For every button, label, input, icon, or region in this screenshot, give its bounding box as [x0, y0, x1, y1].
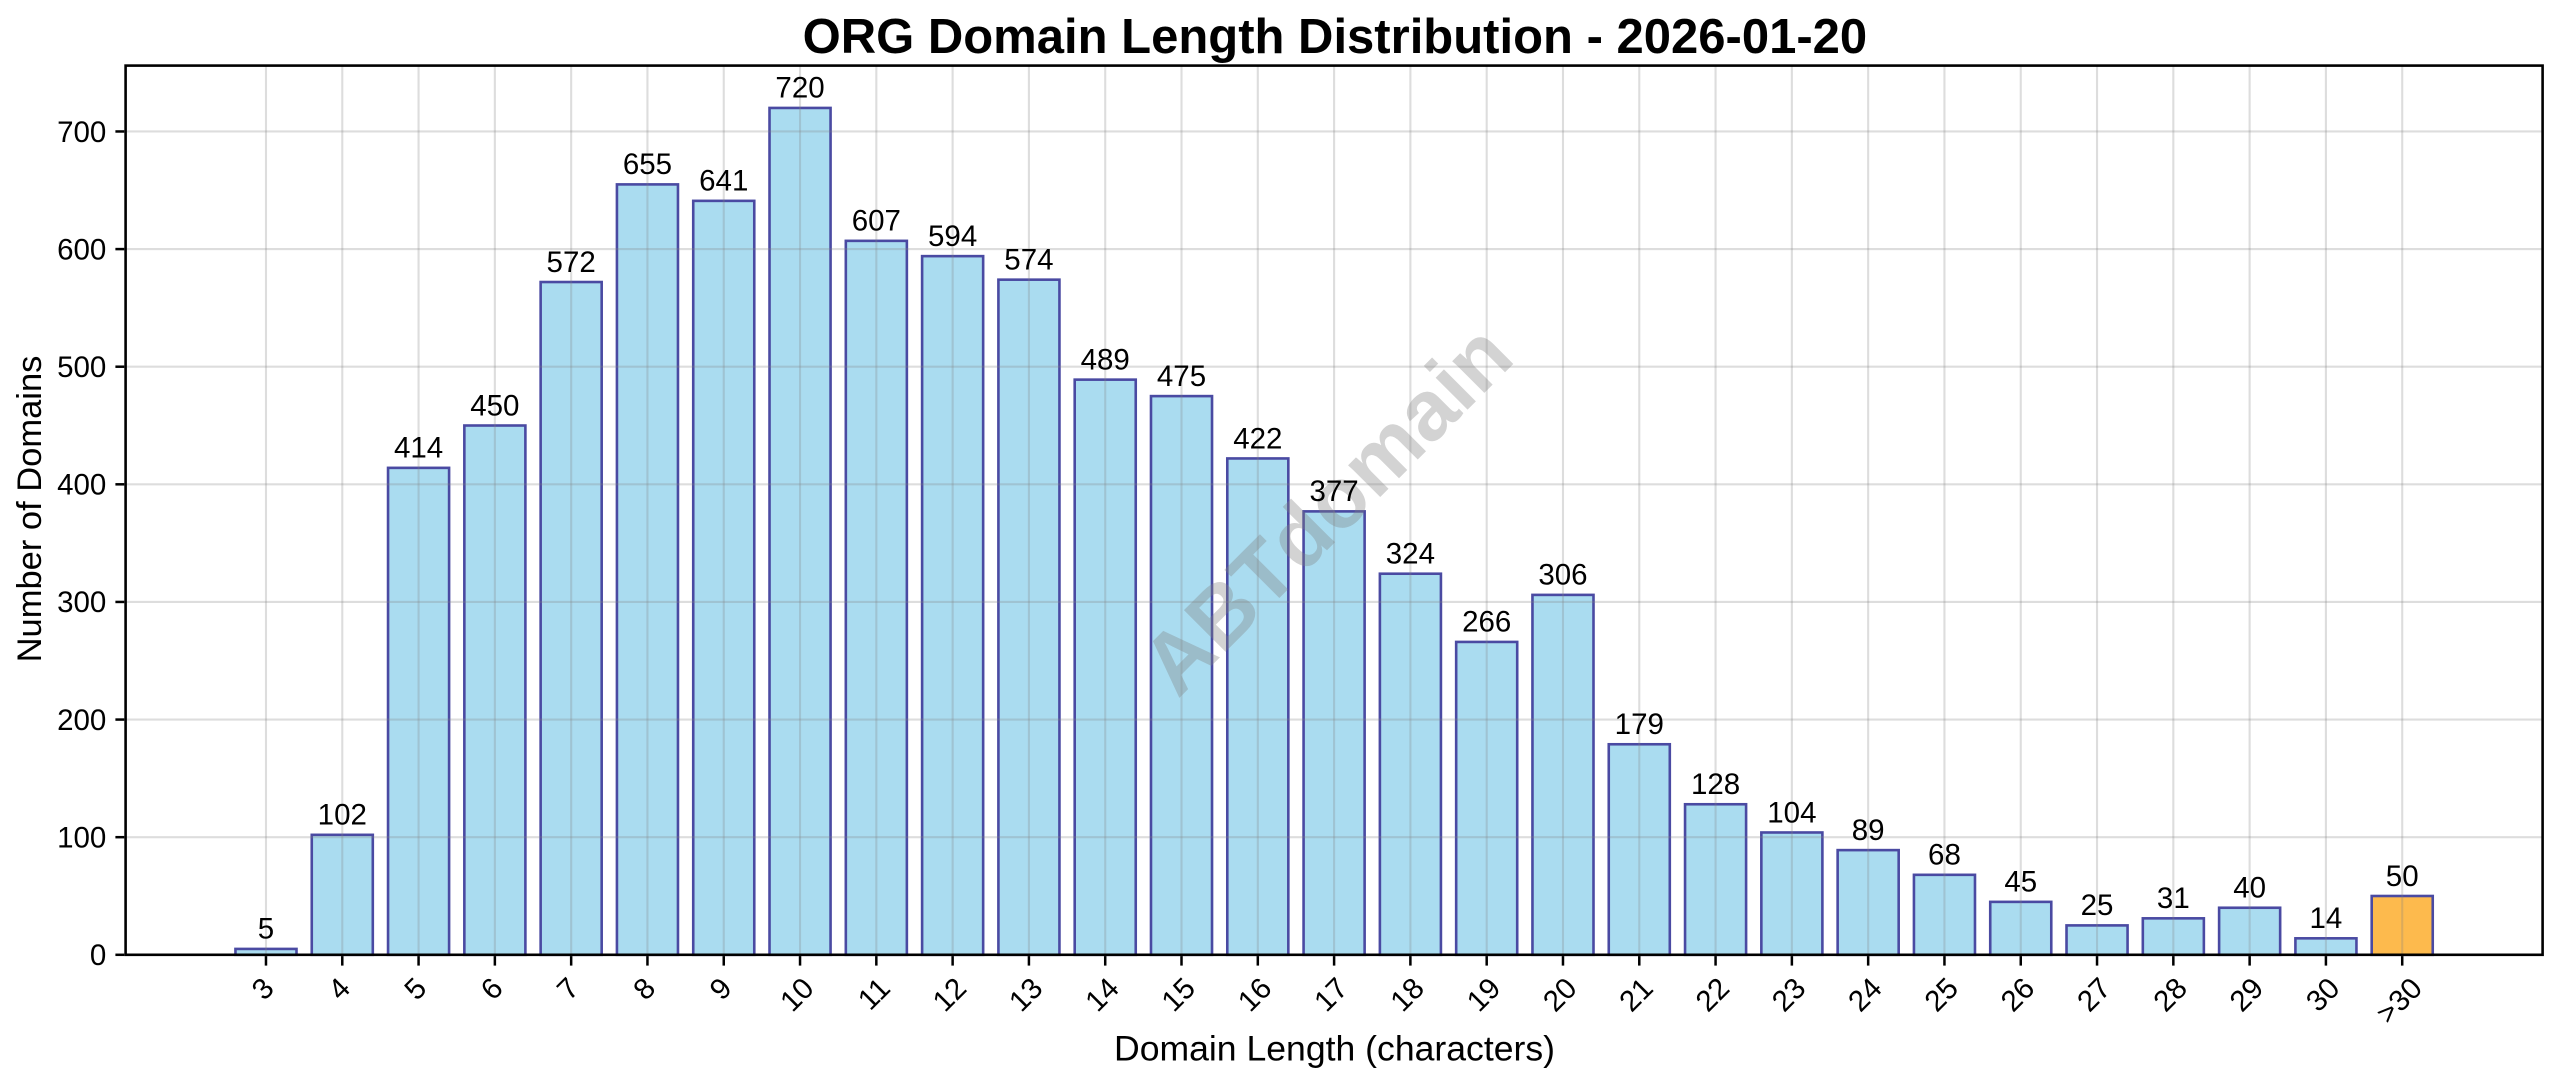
svg-text:14: 14 — [2310, 902, 2343, 935]
svg-text:Domain Length (characters): Domain Length (characters) — [1114, 1029, 1555, 1069]
svg-text:422: 422 — [1233, 422, 1282, 455]
svg-text:31: 31 — [2157, 882, 2190, 915]
svg-text:102: 102 — [318, 799, 367, 832]
svg-text:574: 574 — [1004, 243, 1053, 276]
svg-text:300: 300 — [57, 586, 106, 619]
svg-text:400: 400 — [57, 469, 106, 502]
svg-text:ORG Domain Length Distribution: ORG Domain Length Distribution - 2026-01… — [803, 10, 1868, 64]
svg-text:641: 641 — [699, 165, 748, 198]
svg-text:45: 45 — [2004, 866, 2037, 899]
svg-text:100: 100 — [57, 821, 106, 854]
svg-text:68: 68 — [1928, 839, 1961, 872]
svg-text:700: 700 — [57, 116, 106, 149]
svg-text:720: 720 — [775, 72, 824, 105]
svg-text:200: 200 — [57, 704, 106, 737]
svg-text:500: 500 — [57, 351, 106, 384]
svg-text:Number of Domains: Number of Domains — [11, 356, 49, 663]
svg-text:414: 414 — [394, 432, 443, 465]
svg-text:607: 607 — [852, 205, 901, 238]
svg-text:306: 306 — [1538, 559, 1587, 592]
svg-text:104: 104 — [1767, 796, 1816, 829]
svg-text:50: 50 — [2386, 860, 2419, 893]
svg-text:475: 475 — [1157, 360, 1206, 393]
svg-text:572: 572 — [547, 246, 596, 279]
svg-text:600: 600 — [57, 233, 106, 266]
svg-text:489: 489 — [1081, 343, 1130, 376]
svg-text:594: 594 — [928, 220, 977, 253]
svg-text:0: 0 — [90, 939, 106, 972]
svg-text:89: 89 — [1852, 814, 1885, 847]
svg-text:655: 655 — [623, 148, 672, 181]
svg-text:40: 40 — [2233, 872, 2266, 905]
svg-text:377: 377 — [1309, 475, 1358, 508]
svg-text:25: 25 — [2081, 889, 2114, 922]
svg-text:450: 450 — [470, 389, 519, 422]
svg-text:266: 266 — [1462, 606, 1511, 639]
svg-text:5: 5 — [258, 913, 274, 946]
svg-text:179: 179 — [1615, 708, 1664, 741]
svg-text:128: 128 — [1691, 768, 1740, 801]
svg-text:324: 324 — [1386, 538, 1435, 571]
